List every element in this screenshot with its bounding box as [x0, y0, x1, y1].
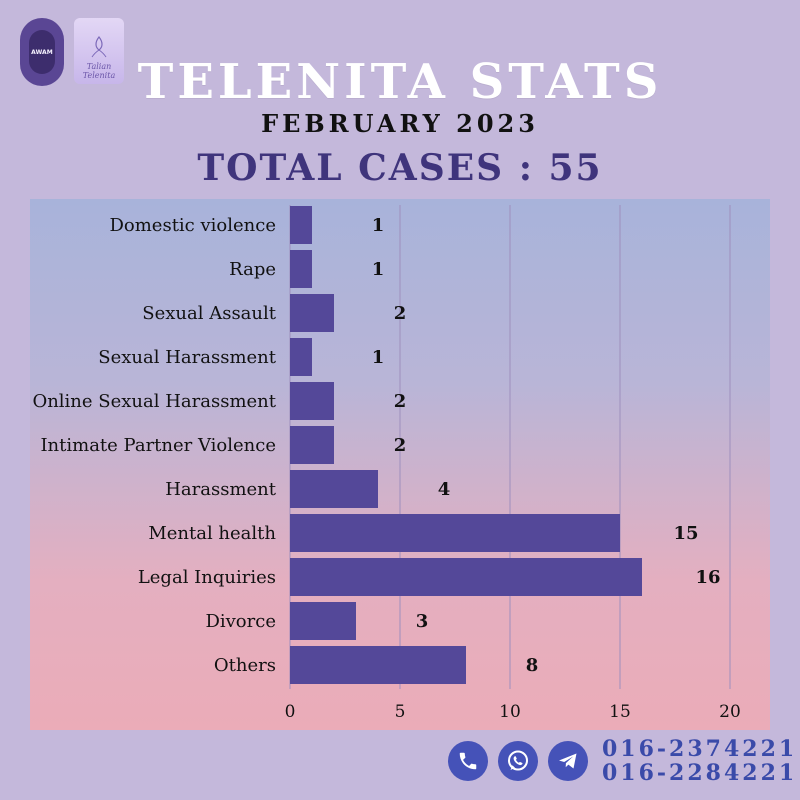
category-label-0: Domestic violence	[109, 215, 276, 236]
bar-4	[290, 382, 334, 420]
phone-list: 016-2374221 016-2284221	[602, 737, 797, 785]
category-label-5: Intimate Partner Violence	[40, 435, 276, 456]
bar-10	[290, 646, 466, 684]
phone-number-1[interactable]: 016-2374221	[602, 736, 798, 762]
bar-8	[290, 558, 642, 596]
tick-label-2: 10	[499, 702, 521, 722]
tick-label-0: 0	[285, 702, 296, 722]
bar-6	[290, 470, 378, 508]
page-subtitle: FEBRUARY 2023	[261, 109, 539, 138]
value-label-3: 1	[372, 347, 385, 368]
value-label-6: 4	[438, 479, 451, 500]
tick-label-4: 20	[719, 702, 741, 722]
awam-logo: AWAM	[20, 18, 64, 86]
logos: AWAM Talian Telenita	[20, 18, 124, 86]
value-label-0: 1	[372, 215, 385, 236]
value-label-7: 15	[673, 523, 698, 544]
bar-9	[290, 602, 356, 640]
tick-label-3: 15	[609, 702, 631, 722]
tick-label-1: 5	[395, 702, 406, 722]
page-title: TELENITA STATS	[137, 54, 663, 110]
category-label-2: Sexual Assault	[142, 303, 276, 324]
bar-chart: Domestic violence 1 Rape 1 Sexual Assault 2 Se…	[32, 205, 741, 722]
category-label-6: Harassment	[165, 479, 277, 500]
telenita-logo-text: Talian Telenita	[82, 62, 116, 80]
value-label-4: 2	[394, 391, 407, 412]
category-label-9: Divorce	[205, 611, 276, 632]
value-label-5: 2	[394, 435, 407, 456]
telenita-logo: Talian Telenita	[74, 18, 124, 84]
category-label-8: Legal Inquiries	[138, 567, 276, 588]
bar-3	[290, 338, 312, 376]
value-label-9: 3	[416, 611, 429, 632]
bar-5	[290, 426, 334, 464]
bar-1	[290, 250, 312, 288]
phone-number-2[interactable]: 016-2284221	[602, 760, 798, 786]
value-label-2: 2	[394, 303, 407, 324]
telegram-icon[interactable]	[548, 741, 588, 781]
value-label-1: 1	[372, 259, 385, 280]
category-label-4: Online Sexual Harassment	[32, 391, 276, 412]
awam-logo-text: AWAM	[29, 30, 55, 74]
category-label-1: Rape	[229, 259, 276, 280]
whatsapp-icon[interactable]	[498, 741, 538, 781]
chart-panel: Domestic violence 1 Rape 1 Sexual Assault 2 Se…	[30, 199, 770, 730]
value-label-10: 8	[526, 655, 539, 676]
contact-section: 016-2374221 016-2284221	[448, 737, 797, 785]
bar-2	[290, 294, 334, 332]
category-label-10: Others	[214, 655, 276, 676]
value-label-8: 16	[695, 567, 720, 588]
category-label-7: Mental health	[148, 523, 276, 544]
bar-0	[290, 206, 312, 244]
total-cases: TOTAL CASES : 55	[197, 147, 603, 189]
telenita-flower-icon	[91, 36, 107, 58]
category-label-3: Sexual Harassment	[98, 347, 276, 368]
phone-icon[interactable]	[448, 741, 488, 781]
bar-7	[290, 514, 620, 552]
